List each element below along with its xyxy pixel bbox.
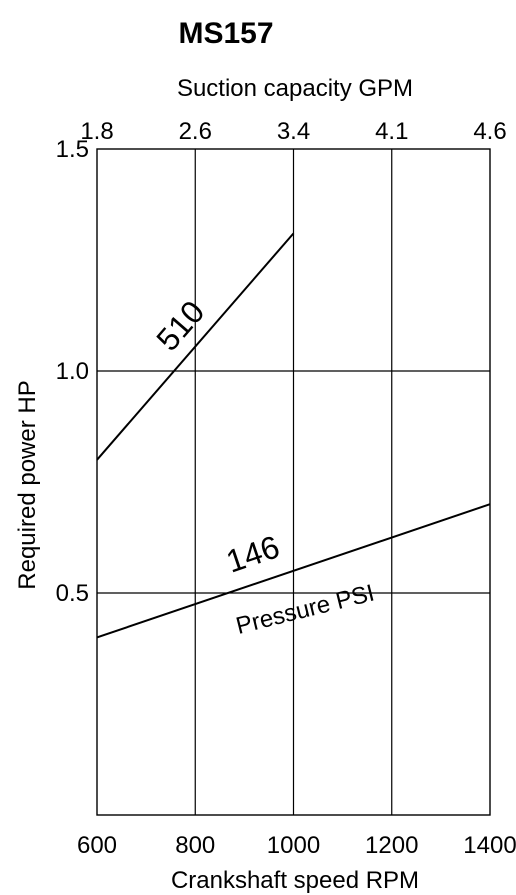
series-line-510 [96,232,295,461]
x-tick-label: 1200 [365,832,418,859]
x2-tick-label: 1.8 [80,118,113,145]
x2-axis-label: Suction capacity GPM [177,75,413,102]
x2-tick-label: 4.6 [473,118,506,145]
x-tick-label: 800 [175,832,215,859]
series-layer [96,232,491,639]
series-labels: 510 146 [149,294,284,580]
grid [97,149,490,815]
x-tick-label: 600 [77,832,117,859]
chart-title: MS157 [178,17,273,50]
x2-tick-label: 3.4 [277,118,310,145]
series-label-510: 510 [149,294,211,358]
x-tick-label: 1400 [463,832,516,859]
plot-frame [96,148,491,816]
y-tick-label: 1.0 [56,358,89,385]
tick-labels: 600 1.8 800 2.6 1000 3.4 1200 4.1 1400 4.6 0.5 1.0 1… [56,118,516,859]
x2-tick-label: 2.6 [179,118,212,145]
series-line-146 [96,503,491,639]
plot-border [96,148,491,816]
pressure-annotation: Pressure PSI [233,580,377,640]
y-tick-label: 1.5 [56,136,89,163]
y-axis-label: Required power HP [14,380,41,589]
x2-tick-label: 4.1 [375,118,408,145]
series-label-146: 146 [222,528,284,579]
x-tick-label: 1000 [267,832,320,859]
y-tick-label: 0.5 [56,580,89,607]
x-axis-label: Crankshaft speed RPM [171,867,419,894]
